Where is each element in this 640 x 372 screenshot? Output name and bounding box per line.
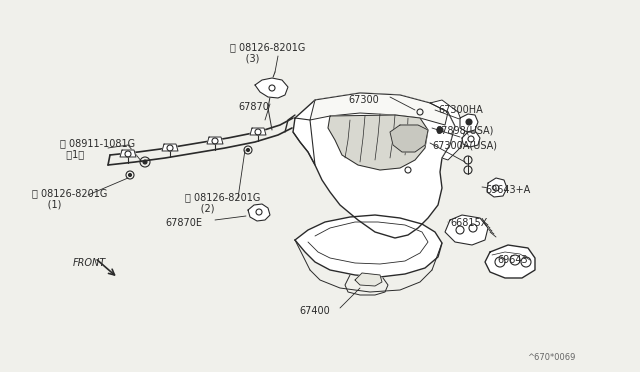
- Text: 67300HA: 67300HA: [438, 105, 483, 115]
- Circle shape: [143, 160, 147, 164]
- Text: 67898(USA): 67898(USA): [435, 125, 493, 135]
- Polygon shape: [120, 150, 136, 157]
- Polygon shape: [328, 115, 428, 170]
- Polygon shape: [487, 178, 507, 197]
- Circle shape: [466, 119, 472, 125]
- Text: 67400: 67400: [300, 306, 330, 316]
- Text: Ⓑ 08126-8201G
     (3): Ⓑ 08126-8201G (3): [230, 42, 305, 64]
- Polygon shape: [293, 93, 455, 238]
- Polygon shape: [207, 137, 223, 144]
- Polygon shape: [462, 132, 480, 147]
- Text: FRONT: FRONT: [73, 258, 106, 268]
- Polygon shape: [485, 245, 535, 278]
- Polygon shape: [162, 144, 178, 151]
- Polygon shape: [460, 114, 478, 132]
- Polygon shape: [250, 128, 266, 135]
- Text: Ⓑ 08126-8201G
     (2): Ⓑ 08126-8201G (2): [185, 192, 260, 214]
- Text: 69643: 69643: [497, 255, 527, 265]
- Text: Ⓝ 08911-1081G
  、1。: Ⓝ 08911-1081G 、1。: [60, 138, 135, 160]
- Text: 67870E: 67870E: [165, 218, 202, 228]
- Polygon shape: [295, 215, 442, 277]
- Text: 66815X: 66815X: [450, 218, 488, 228]
- Circle shape: [129, 173, 131, 176]
- Polygon shape: [355, 273, 382, 286]
- Polygon shape: [310, 93, 448, 125]
- Circle shape: [246, 148, 250, 151]
- Text: 67300: 67300: [348, 95, 379, 105]
- Text: 67870: 67870: [238, 102, 269, 112]
- Polygon shape: [248, 204, 270, 221]
- Polygon shape: [390, 125, 428, 152]
- Polygon shape: [445, 215, 488, 245]
- Text: ^670*0069: ^670*0069: [527, 353, 575, 362]
- Text: Ⓑ 08126-8201G
     (1): Ⓑ 08126-8201G (1): [32, 188, 108, 209]
- Text: 69643+A: 69643+A: [485, 185, 531, 195]
- Polygon shape: [430, 100, 465, 160]
- Text: 67300A(USA): 67300A(USA): [432, 140, 497, 150]
- Circle shape: [437, 127, 443, 133]
- Polygon shape: [255, 78, 288, 98]
